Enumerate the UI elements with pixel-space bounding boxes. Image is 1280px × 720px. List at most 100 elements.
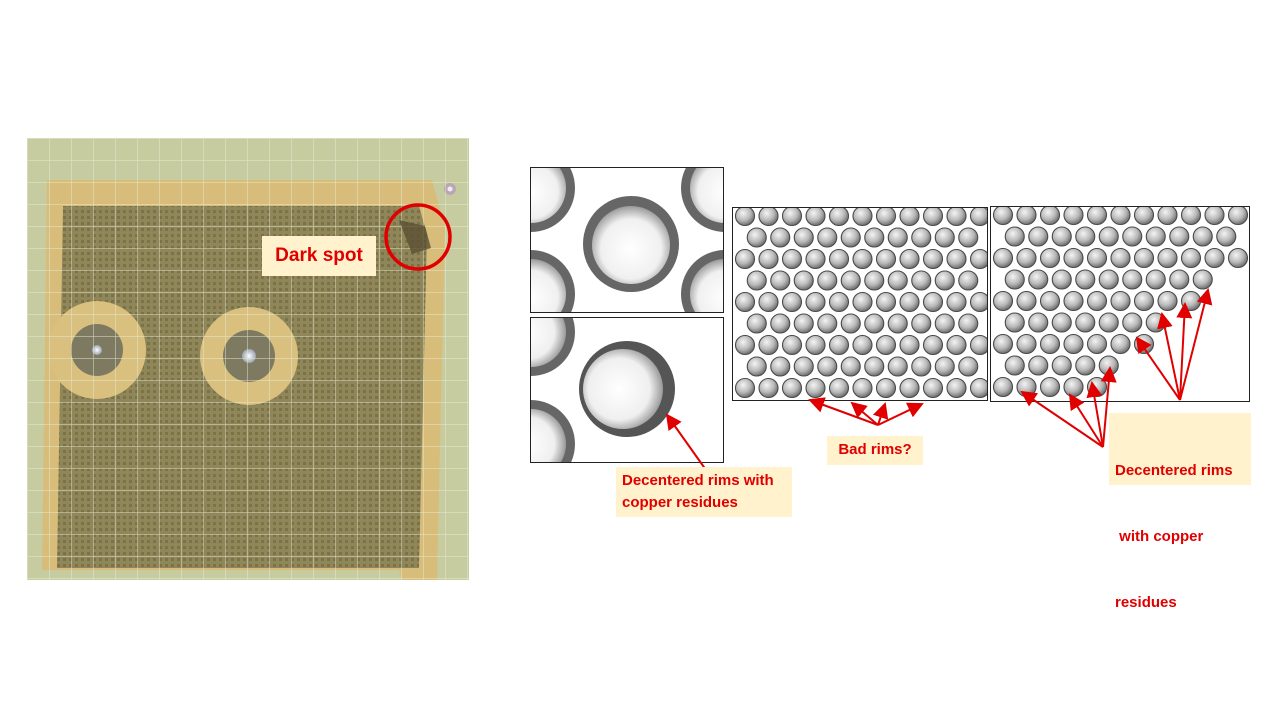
hole [758, 208, 779, 227]
hole [1098, 312, 1119, 333]
hole [958, 227, 979, 248]
hole [1110, 333, 1131, 355]
hole [852, 377, 873, 399]
hole [1039, 376, 1061, 398]
hole [852, 248, 873, 270]
hole [864, 270, 885, 291]
hole [852, 334, 873, 356]
hole [852, 208, 873, 227]
hole [864, 356, 885, 377]
hole [1086, 290, 1108, 312]
hole [1028, 355, 1049, 376]
bad-rims-text: Bad rims? [838, 441, 912, 458]
hole [887, 227, 908, 248]
hole [1051, 226, 1072, 247]
hole [840, 227, 861, 248]
hole [1086, 247, 1108, 269]
hole [946, 291, 967, 313]
decentered-hole-closeup-icon [531, 318, 675, 462]
hole [770, 356, 791, 377]
hole [875, 208, 897, 227]
hole [1063, 376, 1084, 398]
hole [793, 270, 814, 291]
hole [1180, 290, 1202, 312]
hole [1133, 247, 1155, 269]
hole [1004, 355, 1025, 376]
hole [805, 291, 826, 313]
decentered-rims-callout-right: Decentered rims with copper residues [1109, 413, 1251, 611]
hole [758, 334, 779, 356]
hole [805, 377, 826, 399]
hole [1122, 312, 1143, 333]
hole [852, 291, 873, 313]
hole [911, 227, 932, 248]
hole [911, 313, 932, 334]
hole [805, 334, 826, 356]
hole [922, 248, 944, 270]
hole [899, 248, 920, 270]
hole [1180, 247, 1202, 269]
bad-rims-callout: Bad rims? [827, 436, 923, 465]
hole [864, 313, 885, 334]
hole [1098, 226, 1119, 247]
hole [887, 313, 908, 334]
hole [734, 248, 756, 270]
hole [1227, 247, 1249, 269]
hole-array-decentered-rims-panel [990, 206, 1250, 402]
hole [734, 377, 756, 399]
hole [1192, 226, 1213, 247]
hole [1063, 247, 1084, 269]
hole [1051, 269, 1072, 290]
hole [1028, 312, 1049, 333]
hole [1016, 247, 1037, 269]
hole [922, 208, 944, 227]
hole [1039, 333, 1061, 355]
hole [840, 356, 861, 377]
hole [1216, 226, 1237, 247]
hole [1086, 333, 1108, 355]
hole [1098, 355, 1119, 376]
hole [840, 313, 861, 334]
callout-line-1: Decentered rims with [622, 472, 774, 489]
hole [1086, 376, 1108, 398]
hole [969, 377, 987, 399]
hole [1157, 247, 1178, 269]
hole [946, 248, 967, 270]
hole [734, 334, 756, 356]
hole [758, 291, 779, 313]
hole [793, 313, 814, 334]
callout-line-2: copper residues [622, 494, 738, 511]
hole [875, 248, 897, 270]
hole [899, 377, 920, 399]
hole [1039, 207, 1061, 226]
hole [1204, 207, 1225, 226]
hole [875, 377, 897, 399]
hole [1051, 312, 1072, 333]
hole [1169, 226, 1190, 247]
hole [1169, 269, 1190, 290]
hole [1016, 290, 1037, 312]
hole [1098, 269, 1119, 290]
hole [958, 270, 979, 291]
hole [1145, 312, 1166, 333]
hole [1075, 269, 1096, 290]
hole [817, 270, 838, 291]
hole [746, 313, 767, 334]
hole [1028, 226, 1049, 247]
hole [746, 227, 767, 248]
hole [887, 270, 908, 291]
hole [746, 356, 767, 377]
hole [992, 333, 1014, 355]
hole [1157, 207, 1178, 226]
single-hole-closeup-icon [531, 168, 723, 312]
hole [1016, 207, 1037, 226]
hole [793, 227, 814, 248]
decentered-rims-callout-small: Decentered rims with copper residues [616, 467, 792, 517]
hole [770, 227, 791, 248]
hole [946, 377, 967, 399]
hole [1051, 355, 1072, 376]
callout-right-line-3: residues [1115, 594, 1177, 611]
hole [1204, 247, 1225, 269]
dark-spot-highlight-circle [384, 203, 452, 271]
hole [899, 334, 920, 356]
